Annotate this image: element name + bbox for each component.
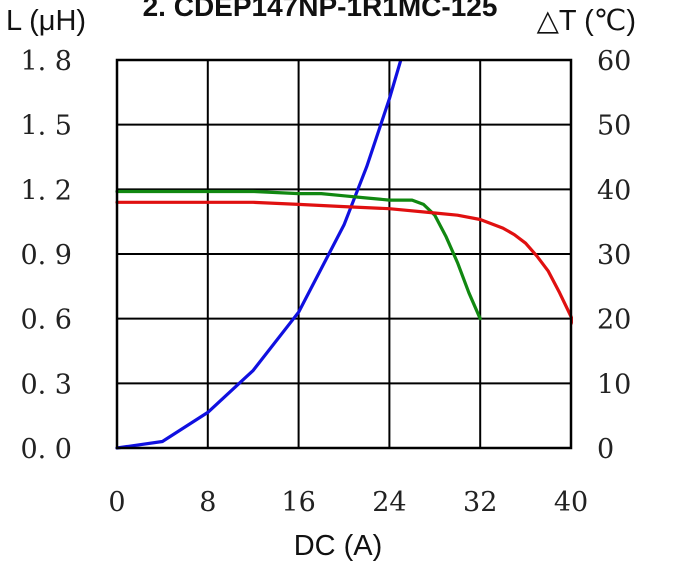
- y-right-tick-label: 60: [597, 46, 631, 77]
- y-right-tick-label: 50: [597, 111, 631, 142]
- y-left-tick-label: 0. 3: [20, 369, 72, 400]
- x-axis-title: DC (A): [294, 530, 383, 562]
- grid: [117, 60, 571, 448]
- y-right-axis-title: △T (℃): [537, 5, 636, 37]
- x-tick-label: 32: [463, 487, 497, 518]
- x-tick-label: 24: [372, 487, 406, 518]
- series-layer: [115, 60, 573, 450]
- y-left-tick-label: 0. 0: [20, 434, 72, 465]
- y-left-axis-title: L (μH): [6, 5, 86, 37]
- y-left-tick-label: 1. 8: [20, 46, 72, 77]
- y-left-tick-label: 0. 6: [20, 305, 72, 336]
- y-right-tick-label: 20: [597, 305, 631, 336]
- tick-labels: 0 8 16 24 32 40 0. 0 0. 3 0. 6 0. 9 1. 2 1. 5 1. 8 0 1…: [20, 46, 631, 518]
- chart-title: 2. CDEP147NP-1R1MC-125: [143, 0, 498, 22]
- y-left-tick-label: 1. 2: [20, 175, 72, 206]
- series-line-3: [115, 200, 573, 325]
- plot-frame: [115, 58, 573, 450]
- y-right-tick-label: 40: [597, 175, 631, 206]
- x-tick-label: 16: [281, 487, 315, 518]
- y-right-tick-label: 30: [597, 240, 631, 271]
- y-left-tick-label: 0. 9: [20, 240, 72, 271]
- x-tick-label: 40: [554, 487, 588, 518]
- series-line-2: [115, 189, 482, 321]
- y-right-tick-label: 0: [597, 434, 614, 465]
- x-tick-label: 0: [108, 487, 125, 518]
- y-left-tick-label: 1. 5: [20, 111, 72, 142]
- x-tick-label: 8: [199, 487, 216, 518]
- series-line-1: [115, 60, 403, 450]
- y-right-tick-label: 10: [597, 369, 631, 400]
